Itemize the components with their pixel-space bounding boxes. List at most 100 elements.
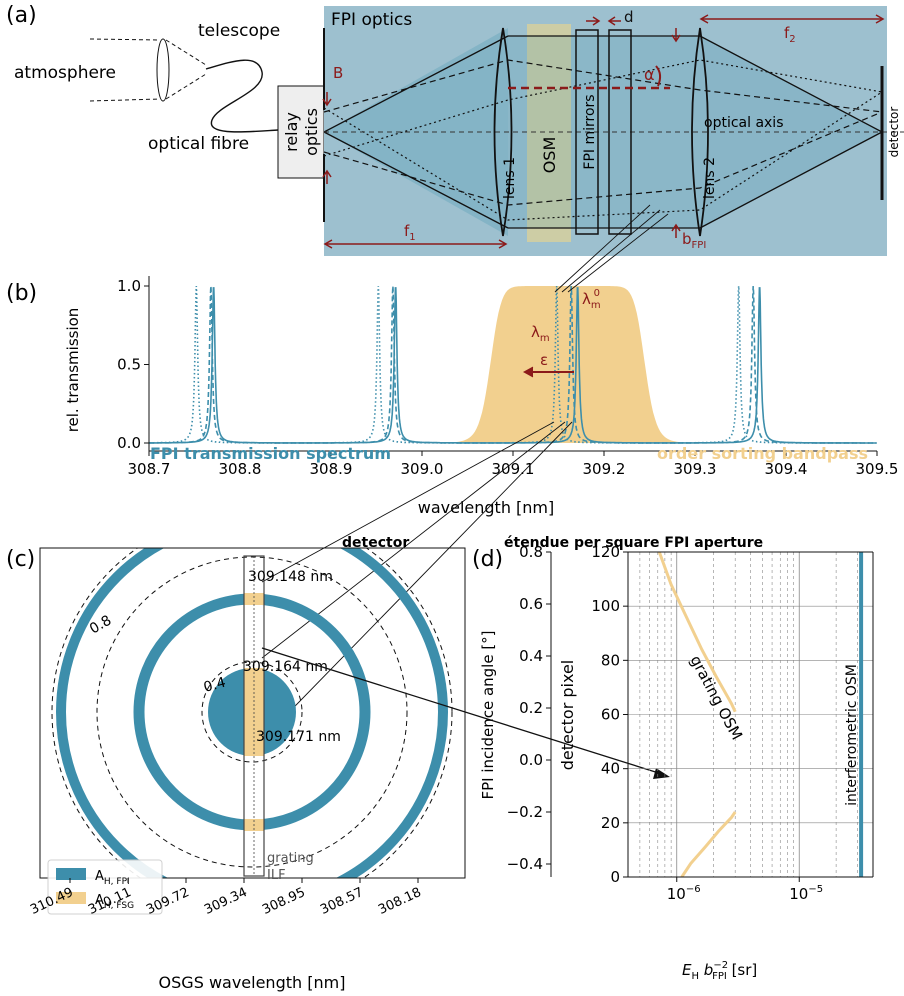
connector-3 <box>567 213 669 293</box>
epsilon-arrowhead <box>522 366 534 378</box>
fsg-inner-top <box>244 593 264 605</box>
b-xtick-label: 309.5 <box>856 460 899 478</box>
d-angle-tick-label: 0.8 <box>519 543 543 561</box>
fpi-optics-box <box>324 6 887 256</box>
f1-label: f1 <box>404 222 416 243</box>
panel-b-label: (b) <box>6 281 37 306</box>
fpi-mirror-2 <box>608 29 632 235</box>
b-xtick-label: 308.9 <box>310 460 353 478</box>
telescope-cone-top <box>165 39 207 66</box>
d-pixel-tick-label: 0 <box>610 868 620 886</box>
osm-bandpass-label: order sorting bandpass <box>657 444 868 463</box>
ray-solid-5 <box>699 35 883 133</box>
c-xlabel: OSGS wavelength [nm] <box>159 973 346 992</box>
beam-output <box>700 36 882 228</box>
c-to-d-arrow <box>261 647 666 776</box>
c-to-d-arrowhead <box>653 768 670 779</box>
b-xtick-label: 309.3 <box>674 460 717 478</box>
c-xtick-label: 308.18 <box>376 885 424 918</box>
d-arrow-left <box>586 16 601 26</box>
d-pixel-tick-label: 20 <box>601 814 620 832</box>
alpha-arc <box>655 65 662 87</box>
ray-solid-6 <box>699 131 883 229</box>
aperture-arrow-top <box>322 92 332 107</box>
b-xtick-label: 308.7 <box>128 460 171 478</box>
b-xtick-label: 309.0 <box>401 460 444 478</box>
telescope-lens <box>156 38 170 102</box>
d-title: étendue per square FPI aperture <box>504 535 763 551</box>
contour-08 <box>51 548 453 878</box>
ray-solid-1 <box>323 35 509 133</box>
d-pixel-tick-label: 40 <box>601 760 620 778</box>
d-pixel-tick-label: 80 <box>601 651 620 669</box>
legend-fpi-swatch <box>56 868 86 880</box>
epsilon-label: ε <box>540 351 548 369</box>
ring1-label: 309.148 nm <box>248 569 333 585</box>
legend-fsg-label: AH, FSG <box>95 893 134 911</box>
relay-label-2: optics <box>302 108 321 156</box>
alpha-label: α <box>644 65 655 84</box>
lambda-m0-label: λm0 <box>582 288 601 311</box>
panel-d-label: (d) <box>472 547 503 572</box>
legend-fpi-label: AH, FPI <box>95 869 130 887</box>
b-ytick-label: 1.0 <box>117 277 141 295</box>
b-ylabel: rel. transmission <box>64 308 82 433</box>
optical-fibre <box>205 59 279 133</box>
optical-axis-label: optical axis <box>704 115 784 131</box>
d-angle-tick-label: 0.6 <box>519 595 543 613</box>
fsg-outer-top <box>244 516 264 527</box>
d-label: d <box>624 8 634 26</box>
b-ytick-label: 0.5 <box>117 356 141 374</box>
b-axes: 308.7 308.8 308.9 309.0 309.1 309.2 309.3 309.4… <box>117 276 898 478</box>
interferometric-osm-label: interferometric OSM <box>844 664 860 806</box>
fibre-label: optical fibre <box>148 134 249 154</box>
c-xtick-label: 309.34 <box>202 885 250 918</box>
connector-1 <box>554 204 651 293</box>
ring-outer <box>56 548 448 878</box>
ray-dotted-set <box>323 59 883 221</box>
c-frame <box>39 547 466 879</box>
d-angle-tick-label: −0.4 <box>507 855 543 873</box>
d-ylabel-right: detector pixel <box>558 660 577 771</box>
osm-filter <box>527 24 571 242</box>
connector-2 <box>561 209 661 293</box>
panel-c-label: (c) <box>6 547 35 572</box>
panel-d: (d) étendue per square FPI aperture FPI … <box>472 535 874 982</box>
b-plot-area <box>149 285 877 444</box>
ilf-label: ILF <box>267 868 286 883</box>
f2-arrowheads <box>699 14 885 24</box>
b-xtick-label: 308.8 <box>219 460 262 478</box>
b-xtick-label: 309.1 <box>492 460 535 478</box>
grating-label: grating <box>267 851 314 866</box>
d-angle-tick-label: 0.0 <box>519 751 543 769</box>
fpi-mirror-1 <box>575 29 599 235</box>
bfpi-label: bFPI <box>682 230 706 251</box>
atmosphere-label: atmosphere <box>14 63 116 83</box>
ring2-label: 309.164 nm <box>243 659 328 675</box>
bfpi-arrow-bottom <box>671 223 681 238</box>
aperture-arrow-bottom <box>322 169 332 184</box>
c-title: detector <box>342 535 409 551</box>
aperture-B-label: B <box>333 64 343 82</box>
fpi-series-dotted <box>149 285 877 444</box>
telescope-cone-bottom <box>165 73 207 100</box>
d-pixel-tick-label: 120 <box>591 543 620 561</box>
b-xtick-label: 309.4 <box>765 460 808 478</box>
connector-4 <box>261 421 555 583</box>
osm-label: OSM <box>540 137 559 174</box>
mirrors-label: FPI mirrors <box>582 94 598 169</box>
telescope-label: telescope <box>198 21 280 41</box>
b-xtick-label: 309.2 <box>583 460 626 478</box>
contour-center <box>201 661 303 763</box>
d-angle-tick-label: 0.4 <box>519 647 543 665</box>
panel-a: (a) telescope atmosphere optical fibre r… <box>6 3 904 256</box>
panel-c: (c) detector 309.148 nm 309.164 nm 309.1… <box>6 516 466 992</box>
d-ylabel-left: FPI incidence angle [°] <box>479 630 497 799</box>
relay-label-1: relay <box>282 112 301 152</box>
detector-label: detector <box>887 107 901 158</box>
panel-a-label: (a) <box>6 3 37 28</box>
d-xlabel: EH b−2 FPI [sr] <box>682 960 757 982</box>
d-angle-tick-label: −0.2 <box>507 803 543 821</box>
d-arrow-right <box>607 16 621 26</box>
